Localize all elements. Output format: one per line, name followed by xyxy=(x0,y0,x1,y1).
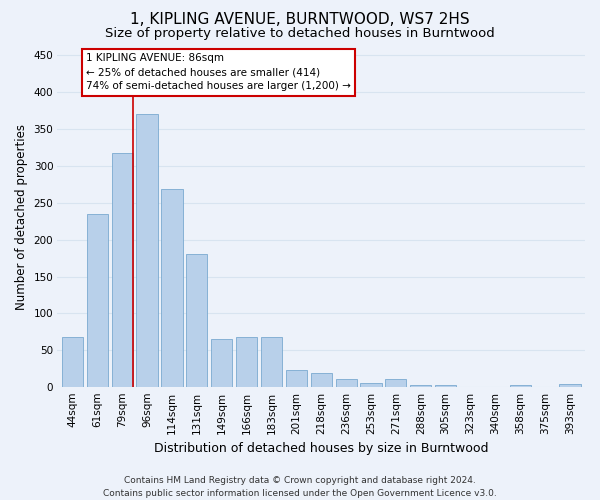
Bar xyxy=(261,337,282,388)
Bar xyxy=(136,114,158,388)
Text: 1 KIPLING AVENUE: 86sqm
← 25% of detached houses are smaller (414)
74% of semi-d: 1 KIPLING AVENUE: 86sqm ← 25% of detache… xyxy=(86,54,351,92)
Bar xyxy=(112,153,133,388)
Bar xyxy=(161,190,182,388)
Bar xyxy=(236,337,257,388)
Bar xyxy=(87,214,108,388)
X-axis label: Distribution of detached houses by size in Burntwood: Distribution of detached houses by size … xyxy=(154,442,488,455)
Bar xyxy=(211,340,232,388)
Text: 1, KIPLING AVENUE, BURNTWOOD, WS7 2HS: 1, KIPLING AVENUE, BURNTWOOD, WS7 2HS xyxy=(130,12,470,28)
Bar xyxy=(311,372,332,388)
Bar xyxy=(62,337,83,388)
Text: Contains HM Land Registry data © Crown copyright and database right 2024.
Contai: Contains HM Land Registry data © Crown c… xyxy=(103,476,497,498)
Bar xyxy=(385,379,406,388)
Bar xyxy=(435,385,456,388)
Bar xyxy=(186,254,208,388)
Bar xyxy=(410,385,431,388)
Text: Size of property relative to detached houses in Burntwood: Size of property relative to detached ho… xyxy=(105,28,495,40)
Bar xyxy=(286,370,307,388)
Bar xyxy=(361,383,382,388)
Y-axis label: Number of detached properties: Number of detached properties xyxy=(15,124,28,310)
Bar xyxy=(335,379,356,388)
Bar xyxy=(559,384,581,388)
Bar xyxy=(510,385,531,388)
